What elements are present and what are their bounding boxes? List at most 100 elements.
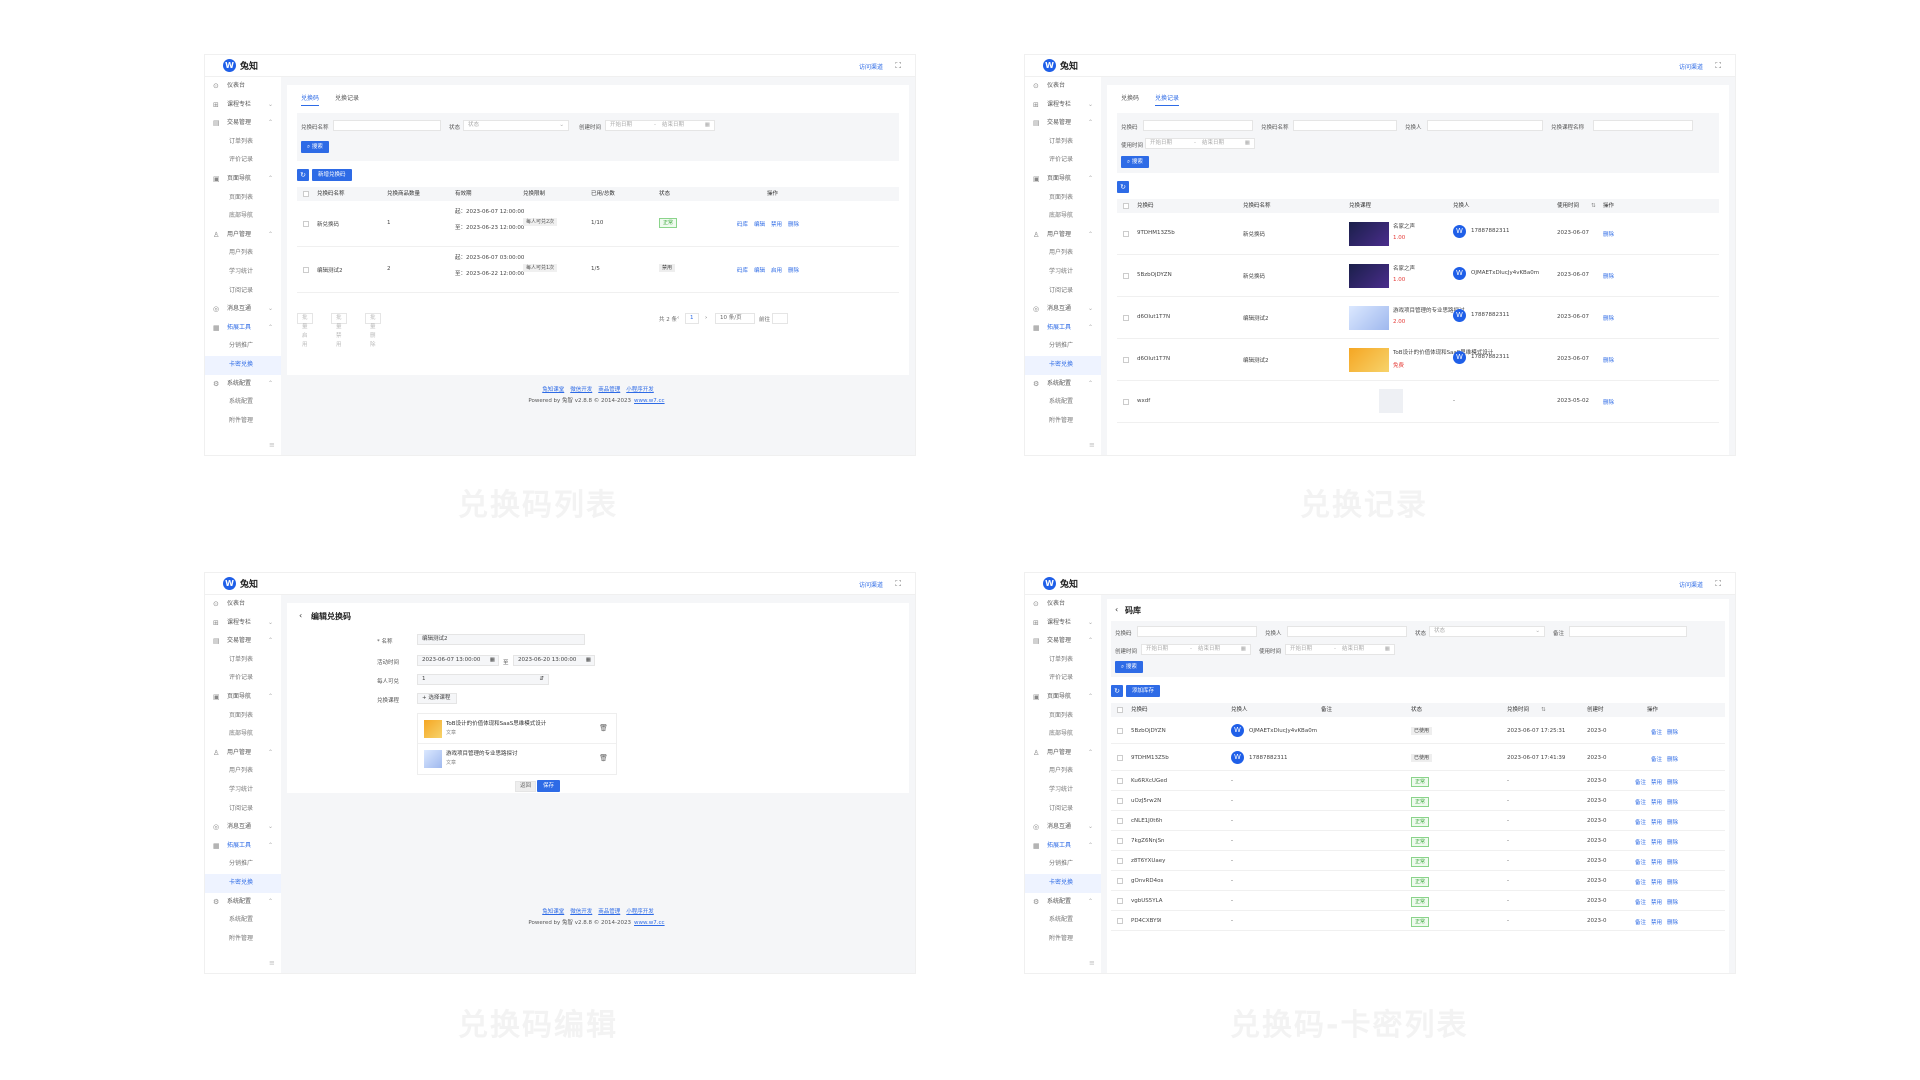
sidebar-item[interactable]: 附件管理 bbox=[205, 930, 281, 949]
row-op-0[interactable]: 码库 bbox=[737, 268, 749, 274]
filter-status-select[interactable]: 状态 ⌄ bbox=[1429, 626, 1545, 637]
sidebar-item[interactable]: ⊞ 课程专栏 ⌄ bbox=[205, 96, 281, 115]
row-checkbox[interactable] bbox=[303, 221, 309, 227]
sidebar-item[interactable]: ⊙ 仪表台 bbox=[1025, 595, 1101, 614]
pager-prev[interactable]: ‹ bbox=[677, 315, 680, 321]
sort-icon[interactable]: ⇅ bbox=[1541, 707, 1546, 713]
sidebar-item[interactable]: 底部导航 bbox=[1025, 725, 1101, 744]
sidebar-item[interactable]: 用户列表 bbox=[205, 244, 281, 263]
row-checkbox[interactable] bbox=[1117, 778, 1123, 784]
row-op-3[interactable]: 删除 bbox=[788, 222, 800, 228]
collapse-icon[interactable]: ≡ bbox=[1089, 441, 1095, 449]
row-op-2[interactable]: 启用 bbox=[771, 268, 783, 274]
row-op-2[interactable]: 删除 bbox=[1667, 860, 1679, 866]
row-checkbox[interactable] bbox=[1117, 918, 1123, 924]
sidebar-item[interactable]: 系统配置 bbox=[205, 911, 281, 930]
sidebar-item[interactable]: 用户列表 bbox=[205, 762, 281, 781]
row-op-0[interactable]: 码库 bbox=[737, 222, 749, 228]
row-op-2[interactable]: 删除 bbox=[1667, 800, 1679, 806]
sidebar-item[interactable]: 系统配置 bbox=[205, 393, 281, 412]
tab-codes[interactable]: 兑换码 bbox=[301, 93, 320, 106]
fullscreen-icon[interactable]: ⛶ bbox=[895, 61, 901, 70]
sidebar-item[interactable]: ⚙ 系统配置 ⌃ bbox=[1025, 893, 1101, 912]
sidebar-item[interactable]: ⊞ 课程专栏 ⌄ bbox=[205, 614, 281, 633]
row-op-1[interactable]: 禁用 bbox=[1651, 800, 1663, 806]
row-op-0[interactable]: 备注 bbox=[1635, 780, 1647, 786]
row-op-1[interactable]: 编辑 bbox=[754, 222, 766, 228]
sort-icon[interactable]: ⇅ bbox=[1591, 203, 1596, 209]
sidebar-item[interactable]: ▣ 页面导航 ⌃ bbox=[1025, 170, 1101, 189]
filter-status-select[interactable]: 状态 ⌄ bbox=[463, 120, 569, 131]
sidebar-item[interactable]: ⚙ 系统配置 ⌃ bbox=[205, 375, 281, 394]
sidebar-item[interactable]: 订单列表 bbox=[1025, 651, 1101, 670]
pager-next[interactable]: › bbox=[705, 315, 708, 321]
sidebar-item[interactable]: 系统配置 bbox=[1025, 393, 1101, 412]
footer-link[interactable]: 兔知课堂 bbox=[542, 909, 565, 915]
fullscreen-icon[interactable]: ⛶ bbox=[1715, 61, 1721, 70]
sidebar-item[interactable]: 页面列表 bbox=[1025, 189, 1101, 208]
collapse-icon[interactable]: ≡ bbox=[1089, 959, 1095, 967]
fullscreen-icon[interactable]: ⛶ bbox=[1715, 579, 1721, 588]
sidebar-item[interactable]: 页面列表 bbox=[205, 707, 281, 726]
sidebar-item[interactable]: ◎ 消息互通 ⌄ bbox=[205, 300, 281, 319]
footer-link[interactable]: 兔知课堂 bbox=[542, 387, 565, 393]
sidebar-item[interactable]: ◎ 消息互通 ⌄ bbox=[1025, 300, 1101, 319]
row-op-delete[interactable]: 删除 bbox=[1603, 400, 1615, 406]
pager-size[interactable]: 10 条/页 bbox=[715, 313, 755, 324]
footer-link[interactable]: 微信开发 bbox=[570, 909, 593, 915]
footer-link[interactable]: 微信开发 bbox=[570, 387, 593, 393]
footer-link[interactable]: 小程序开发 bbox=[626, 387, 654, 393]
row-checkbox[interactable] bbox=[1123, 315, 1129, 321]
filter-code-input[interactable] bbox=[1143, 120, 1253, 131]
row-op-1[interactable]: 删除 bbox=[1667, 756, 1679, 763]
select-all-checkbox[interactable] bbox=[1117, 707, 1123, 713]
sidebar-item[interactable]: 学习统计 bbox=[205, 263, 281, 282]
sidebar-item[interactable]: 底部导航 bbox=[1025, 207, 1101, 226]
sidebar-item[interactable]: 分销推广 bbox=[1025, 855, 1101, 874]
add-stock-button[interactable]: 添加库存 bbox=[1126, 685, 1161, 697]
sidebar-item[interactable]: ⊙ 仪表台 bbox=[205, 595, 281, 614]
footer-link[interactable]: 商品管理 bbox=[598, 387, 621, 393]
delete-icon[interactable]: 🗑 bbox=[599, 754, 608, 762]
select-all-checkbox[interactable] bbox=[1123, 203, 1129, 209]
row-op-1[interactable]: 禁用 bbox=[1651, 920, 1663, 926]
sidebar-item[interactable]: ◎ 消息互通 ⌄ bbox=[205, 818, 281, 837]
sidebar-item[interactable]: 卡密兑换 bbox=[1025, 355, 1101, 375]
row-checkbox[interactable] bbox=[303, 267, 309, 273]
pager-goto-input[interactable] bbox=[772, 313, 788, 324]
cancel-button[interactable]: 返回 bbox=[515, 781, 537, 792]
pager-page[interactable]: 1 bbox=[685, 313, 699, 324]
bulk-delete-button[interactable]: 批量删除 bbox=[365, 313, 381, 348]
sidebar-item[interactable]: ▦ 拓展工具 ⌃ bbox=[1025, 319, 1101, 338]
sidebar-item[interactable]: 底部导航 bbox=[205, 725, 281, 744]
sidebar-item[interactable]: ◎ 消息互通 ⌄ bbox=[1025, 818, 1101, 837]
sidebar-item[interactable]: ⊞ 课程专栏 ⌄ bbox=[1025, 96, 1101, 115]
sidebar-item[interactable]: ▤ 交易管理 ⌃ bbox=[1025, 632, 1101, 651]
sidebar-item[interactable]: 评价记录 bbox=[1025, 669, 1101, 688]
sidebar-item[interactable]: 分销推广 bbox=[205, 337, 281, 356]
sidebar-item[interactable]: ⚙ 系统配置 ⌃ bbox=[1025, 375, 1101, 394]
row-op-2[interactable]: 禁用 bbox=[771, 222, 783, 228]
header-link[interactable]: 访问渠道 bbox=[1678, 64, 1703, 71]
sidebar-item[interactable]: 页面列表 bbox=[1025, 707, 1101, 726]
sidebar-item[interactable]: 页面列表 bbox=[205, 189, 281, 208]
sidebar-item[interactable]: 附件管理 bbox=[205, 412, 281, 431]
row-op-0[interactable]: 备注 bbox=[1635, 860, 1647, 866]
sidebar-item[interactable]: ▦ 拓展工具 ⌃ bbox=[1025, 837, 1101, 856]
sidebar-item[interactable]: ▤ 交易管理 ⌃ bbox=[205, 632, 281, 651]
sidebar-item[interactable]: 卡密兑换 bbox=[1025, 873, 1101, 893]
filter-ctime-range[interactable]: 开始日期 - 结束日期 ▦ bbox=[1141, 644, 1251, 655]
select-all-checkbox[interactable] bbox=[303, 191, 309, 197]
filter-user-input[interactable] bbox=[1427, 120, 1543, 131]
sidebar-item[interactable]: 订单列表 bbox=[1025, 133, 1101, 152]
tab-codes[interactable]: 兑换码 bbox=[1121, 95, 1140, 102]
footer-site-link[interactable]: www.w7.cc bbox=[634, 920, 665, 926]
row-op-3[interactable]: 删除 bbox=[788, 268, 800, 274]
filter-course-input[interactable] bbox=[1593, 120, 1693, 131]
search-button[interactable]: ⌕ 搜索 bbox=[1115, 661, 1143, 673]
sidebar-item[interactable]: ▣ 页面导航 ⌃ bbox=[205, 688, 281, 707]
row-checkbox[interactable] bbox=[1117, 798, 1123, 804]
header-link[interactable]: 访问渠道 bbox=[858, 64, 883, 71]
row-op-0[interactable]: 备注 bbox=[1635, 820, 1647, 826]
collapse-icon[interactable]: ≡ bbox=[269, 441, 275, 449]
